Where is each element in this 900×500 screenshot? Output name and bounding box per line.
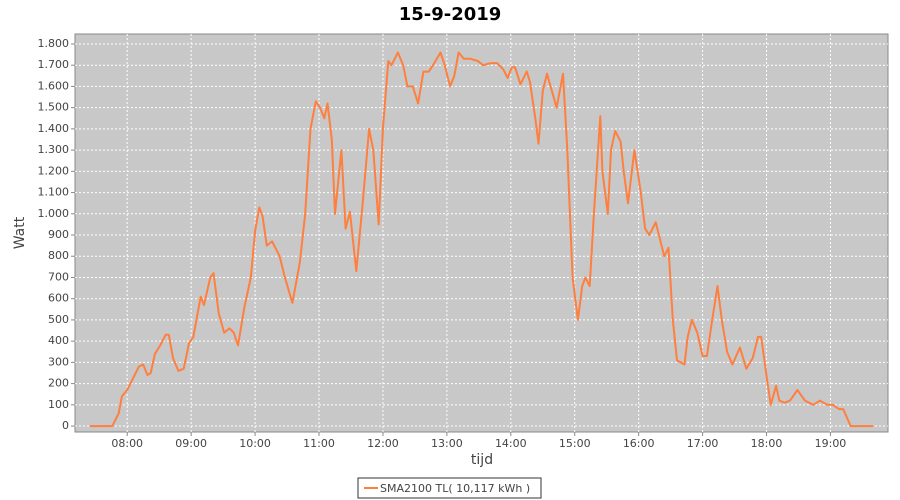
y-tick-label: 1.800: [38, 37, 70, 50]
y-tick-label: 800: [48, 249, 69, 262]
plot-area: [74, 33, 889, 433]
y-tick-label: 1.400: [38, 122, 70, 135]
y-tick-label: 100: [48, 398, 69, 411]
x-tick-label: 16:00: [623, 437, 655, 450]
y-tick-label: 200: [48, 377, 69, 390]
x-tick-label: 13:00: [431, 437, 463, 450]
y-tick-label: 600: [48, 292, 69, 305]
y-tick-label: 1.300: [38, 143, 70, 156]
x-tick-label: 12:00: [367, 437, 399, 450]
y-tick-label: 1.600: [38, 79, 70, 92]
x-tick-label: 14:00: [495, 437, 527, 450]
marks: [89, 51, 874, 428]
x-tick-label: 19:00: [815, 437, 847, 450]
line-series: [89, 51, 874, 428]
grid: 0 100 200 300 400 500 600 700 800 900 1.000 1.100 1.…: [38, 34, 888, 450]
x-tick-label: 09:00: [175, 437, 207, 450]
y-tick-label: 1.500: [38, 101, 70, 114]
x-tick-label: 08:00: [111, 437, 143, 450]
y-tick-label: 1.000: [38, 207, 70, 220]
x-tick-label: 15:00: [559, 437, 591, 450]
x-tick-label: 18:00: [751, 437, 783, 450]
x-tick-label: 11:00: [303, 437, 335, 450]
y-tick-label: 1.200: [38, 164, 70, 177]
legend: [357, 477, 542, 499]
chart-title: 15-9-2019: [399, 4, 502, 25]
y-tick-label: 300: [48, 355, 69, 368]
x-tick-label: 10:00: [239, 437, 271, 450]
y-tick-label: 400: [48, 334, 69, 347]
y-tick-label: 700: [48, 270, 69, 283]
y-tick-label: 0: [62, 419, 69, 432]
x-tick-label: 17:00: [687, 437, 719, 450]
y-tick-label: 1.100: [38, 186, 70, 199]
y-axis-label: Watt: [12, 216, 28, 249]
x-axis-label: tijd: [471, 452, 493, 468]
y-tick-label: 500: [48, 313, 69, 326]
y-tick-label: 1.700: [38, 58, 70, 71]
legend-label: SMA2100 TL( 10,117 kWh ): [380, 482, 530, 495]
y-tick-label: 900: [48, 228, 69, 241]
